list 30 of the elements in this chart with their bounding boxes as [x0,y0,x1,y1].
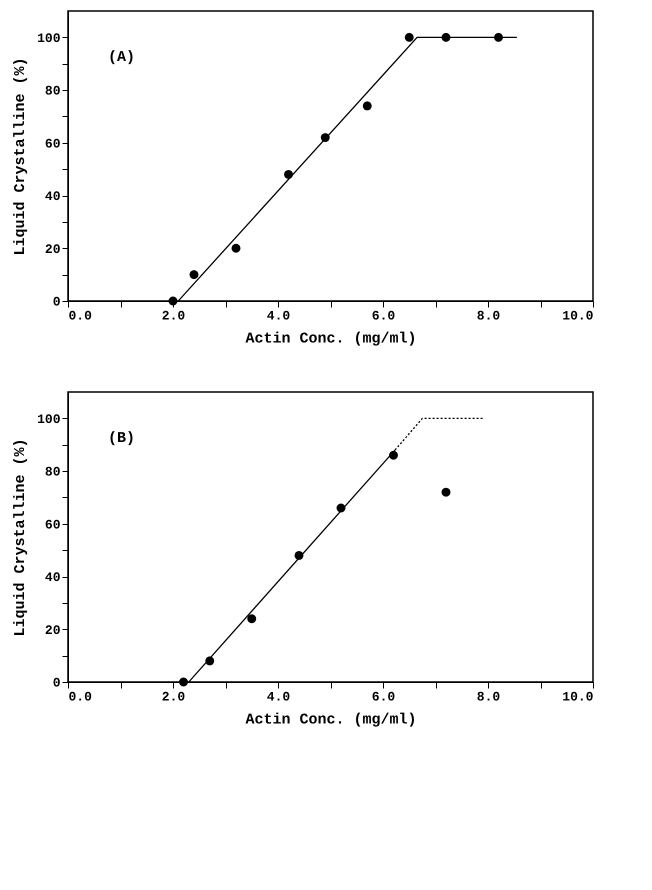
x-tick-label: 2.0 [162,690,186,704]
y-tick-label: 0 [52,294,61,310]
x-tick-label: 10.0 [562,308,594,324]
x-tick-label: 2.0 [162,308,186,324]
y-tick-label: 100 [37,30,61,46]
x-tick-label: 4.0 [266,690,290,704]
y-axis-title: Liquid Crystalline (%) [12,438,30,637]
y-tick-label: 20 [44,622,61,638]
y-tick-label: 60 [44,136,61,152]
y-axis-title: Liquid Crystalline (%) [12,57,30,256]
x-tick-label: 0.0 [68,308,92,324]
x-tick-label: 8.0 [476,690,500,704]
x-tick-label: 8.0 [476,308,500,324]
y-tick-label: 20 [44,242,61,257]
y-tick-label: 100 [37,412,61,427]
y-tick-label: 80 [44,84,61,99]
y-tick-label: 60 [44,517,61,532]
y-tick-label: 0 [52,676,61,690]
y-tick-label: 80 [44,464,61,480]
x-tick-label: 4.0 [266,308,290,324]
x-axis-title: Actin Conc. (mg/ml) [245,330,417,348]
x-tick-label: 6.0 [372,690,396,704]
y-tick-label: 40 [44,189,61,204]
annotation: (A) [108,49,136,66]
y-tick-label: 40 [44,570,61,586]
x-tick-label: 0.0 [68,690,92,704]
annotation: (B) [108,430,136,447]
x-tick-label: 6.0 [372,308,396,324]
x-tick-label: 10.0 [562,690,594,704]
x-axis-title: Actin Conc. (mg/ml) [245,712,417,728]
